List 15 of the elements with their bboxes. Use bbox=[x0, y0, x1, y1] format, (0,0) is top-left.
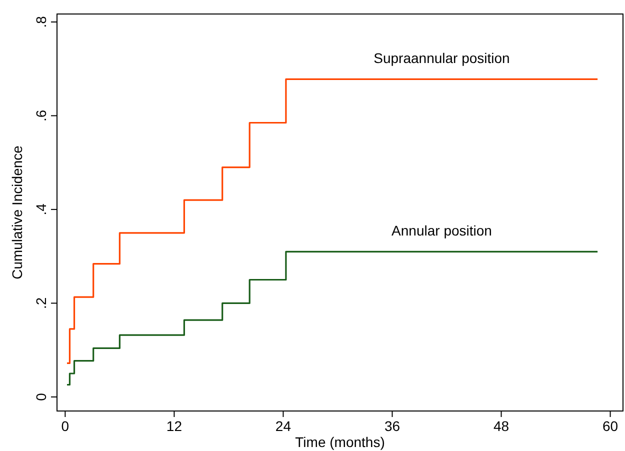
x-tick-label: 0 bbox=[61, 418, 70, 434]
y-tick-label: .8 bbox=[33, 16, 49, 28]
y-axis-title: Cumulative Incidence bbox=[9, 145, 25, 280]
y-tick-label: .4 bbox=[33, 203, 49, 216]
y-tick-label: .6 bbox=[33, 110, 49, 122]
series-label: Annular position bbox=[392, 222, 492, 239]
y-tick-label: 0 bbox=[33, 392, 49, 401]
x-tick-label: 36 bbox=[384, 418, 400, 434]
y-tick-label: .2 bbox=[33, 297, 49, 310]
x-tick-label: 60 bbox=[602, 418, 618, 434]
x-tick-label: 12 bbox=[166, 418, 182, 434]
x-axis-title: Time (months) bbox=[295, 434, 385, 450]
series-label: Supraannular position bbox=[374, 50, 510, 66]
x-tick-label: 48 bbox=[493, 418, 510, 434]
x-tick-label: 24 bbox=[275, 418, 292, 434]
